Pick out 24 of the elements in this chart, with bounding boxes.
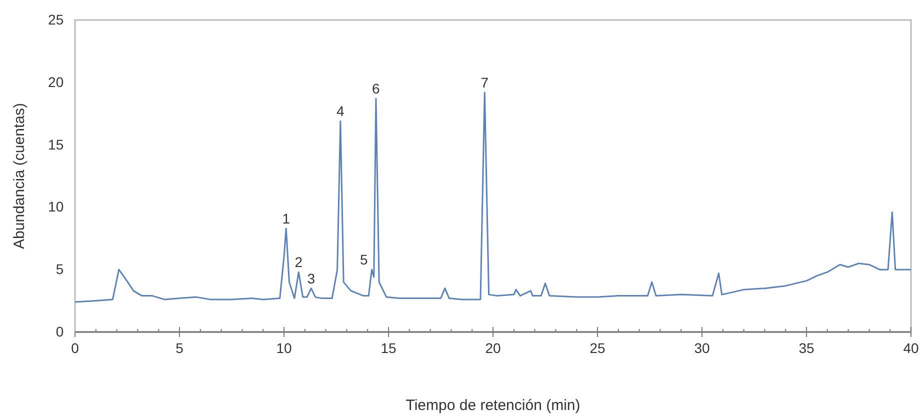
annotation: 4 bbox=[336, 103, 345, 120]
annotation: 1 bbox=[282, 210, 290, 226]
x-tick-label: 40 bbox=[903, 340, 919, 356]
x-tick-label: 25 bbox=[590, 340, 606, 356]
y-tick-label: 15 bbox=[48, 136, 64, 152]
x-tick-label: 0 bbox=[71, 340, 80, 356]
y-tick-label: 25 bbox=[48, 11, 64, 28]
x-axis-title: Tiempo de retención (min) bbox=[406, 397, 580, 414]
y-tick-label: 10 bbox=[48, 198, 64, 215]
annotation: 3 bbox=[307, 270, 316, 286]
annotation: 7 bbox=[480, 74, 489, 90]
annotation: 5 bbox=[360, 252, 368, 268]
x-tick-label: 10 bbox=[276, 340, 292, 356]
y-tick-label: 5 bbox=[56, 261, 64, 278]
y-axis-title: Abundancia (cuentas) bbox=[11, 103, 28, 249]
annotation: 2 bbox=[294, 254, 303, 270]
x-tick-label: 20 bbox=[485, 340, 501, 356]
x-tick-label: 30 bbox=[694, 340, 710, 356]
x-tick-label: 15 bbox=[380, 340, 396, 356]
y-tick-label: 0 bbox=[56, 323, 64, 340]
y-tick-label: 20 bbox=[48, 74, 64, 90]
x-tick-label: 35 bbox=[798, 340, 814, 356]
annotation: 6 bbox=[372, 80, 380, 97]
x-tick-label: 5 bbox=[176, 340, 184, 356]
